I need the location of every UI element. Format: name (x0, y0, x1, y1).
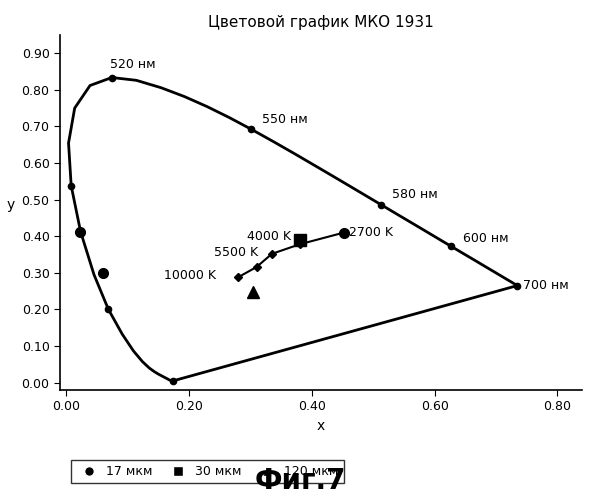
Text: 580 нм: 580 нм (392, 188, 437, 201)
X-axis label: x: x (317, 419, 325, 433)
Text: 550 нм: 550 нм (262, 112, 308, 126)
Text: 10000 K: 10000 K (164, 269, 217, 282)
Text: 600 нм: 600 нм (463, 232, 509, 244)
Text: 700 нм: 700 нм (523, 279, 569, 292)
Text: 520 нм: 520 нм (110, 58, 155, 71)
Y-axis label: y: y (7, 198, 14, 212)
Text: 5500 K: 5500 K (214, 246, 257, 258)
Legend: 17 мкм, 30 мкм, 120 мкм: 17 мкм, 30 мкм, 120 мкм (71, 460, 344, 483)
17 мкм (100, 270, 107, 276)
Title: Цветовой график МКО 1931: Цветовой график МКО 1931 (208, 14, 434, 30)
Line: 17 мкм: 17 мкм (76, 226, 349, 278)
17 мкм (340, 230, 347, 235)
Text: Фиг.7: Фиг.7 (254, 467, 346, 495)
17 мкм (77, 228, 84, 234)
Text: 2700 K: 2700 K (349, 226, 392, 239)
Text: 4000 K: 4000 K (247, 230, 292, 243)
